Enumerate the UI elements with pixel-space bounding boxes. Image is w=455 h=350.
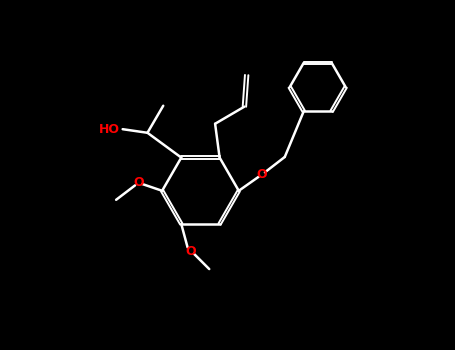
- Text: O: O: [185, 245, 196, 258]
- Text: HO: HO: [98, 123, 120, 136]
- Text: O: O: [256, 168, 267, 182]
- Text: O: O: [133, 176, 144, 189]
